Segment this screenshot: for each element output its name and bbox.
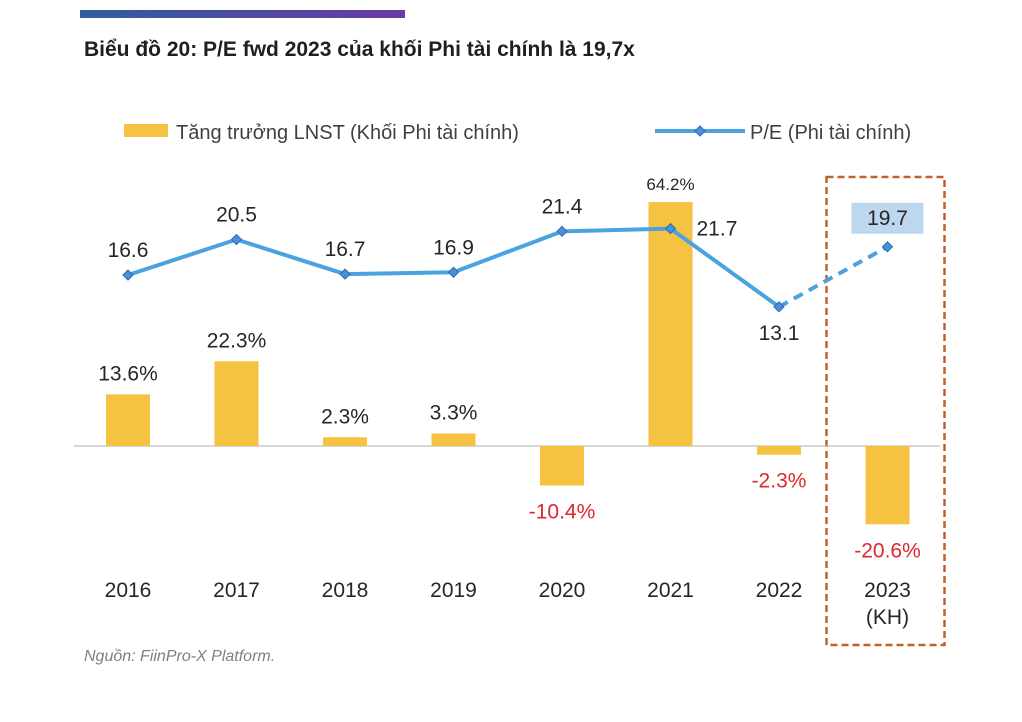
x-tick-label-3: 2019 (430, 579, 477, 602)
pe-marker-0 (122, 269, 134, 281)
bar-label-1: 22.3% (207, 329, 267, 352)
x-tick-label-7-1: (KH) (866, 606, 909, 629)
bar-4 (540, 446, 584, 486)
pe-line-forecast (778, 245, 889, 309)
legend-bar-swatch (124, 124, 168, 137)
x-tick-label-4: 2020 (539, 579, 586, 602)
x-tick-label-2: 2018 (322, 579, 369, 602)
pe-label-4: 21.4 (542, 195, 583, 218)
pe-marker-7 (881, 241, 894, 253)
bar-0 (106, 394, 150, 446)
pe-label-7: 19.7 (867, 207, 908, 230)
pe-marker-2 (339, 268, 351, 280)
pe-marker-1 (230, 233, 243, 246)
pe-label-0: 16.6 (108, 239, 149, 262)
bar-label-2: 2.3% (321, 405, 369, 428)
pe-marker-5 (664, 222, 677, 235)
bar-label-3: 3.3% (430, 401, 478, 424)
pe-label-2: 16.7 (325, 238, 366, 261)
x-tick-label-7-0: 2023 (864, 579, 911, 602)
x-tick-label-0: 2016 (105, 579, 152, 602)
bar-label-4: -10.4% (529, 501, 596, 524)
bar-6 (757, 446, 801, 455)
title-accent-bar (80, 10, 405, 18)
legend-line-label: P/E (Phi tài chính) (750, 122, 911, 144)
source-note: Nguồn: FiinPro-X Platform. (84, 648, 276, 665)
pe-label-1: 20.5 (216, 204, 257, 227)
bar-3 (431, 433, 476, 446)
bar-7 (865, 446, 910, 525)
bar-label-0: 13.6% (98, 362, 158, 385)
x-tick-label-6: 2022 (756, 579, 803, 602)
bar-1 (214, 361, 259, 446)
legend-bar-label: Tăng trưởng LNST (Khối Phi tài chính) (176, 122, 519, 144)
pe-label-3: 16.9 (433, 236, 474, 259)
chart-title: Biểu đồ 20: P/E fwd 2023 của khối Phi tà… (84, 38, 635, 61)
pe-label-5: 21.7 (697, 218, 738, 241)
bar-2 (323, 437, 367, 446)
pe-label-highlight-bg (851, 202, 924, 234)
bar-5 (648, 202, 693, 446)
x-tick-label-1: 2017 (213, 579, 260, 602)
bar-label-5: 64.2% (646, 175, 694, 194)
pe-label-6: 13.1 (759, 322, 800, 345)
pe-marker-3 (447, 266, 460, 278)
pe-marker-6 (773, 301, 785, 313)
legend-line-marker (694, 125, 706, 137)
bar-label-7: -20.6% (854, 539, 921, 562)
highlight-box (825, 175, 946, 647)
pe-marker-4 (556, 225, 568, 238)
x-tick-label-5: 2021 (647, 579, 694, 602)
bar-label-6: -2.3% (752, 470, 807, 493)
